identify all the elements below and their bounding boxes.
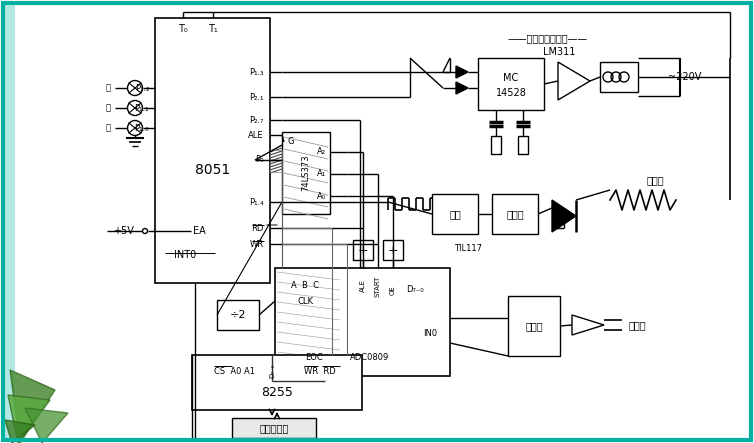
Text: WR  RD: WR RD — [304, 366, 336, 376]
Text: OE: OE — [390, 285, 396, 295]
Text: +: + — [357, 244, 368, 256]
Polygon shape — [10, 370, 55, 443]
Text: ALE: ALE — [360, 280, 366, 292]
Polygon shape — [456, 66, 468, 78]
Bar — [432, 194, 478, 234]
Text: EA: EA — [193, 226, 206, 236]
Text: +5V: +5V — [112, 226, 133, 236]
Text: P₁.₀: P₁.₀ — [134, 124, 149, 132]
Text: 8255: 8255 — [261, 386, 293, 400]
Text: WR: WR — [250, 240, 264, 249]
Text: P₁.₂: P₁.₂ — [135, 83, 149, 93]
Text: IN0: IN0 — [423, 329, 437, 338]
Text: T₀: T₀ — [178, 24, 188, 34]
Text: 74LS373: 74LS373 — [302, 155, 311, 191]
Bar — [518, 136, 528, 154]
Text: START: START — [375, 275, 381, 297]
Text: A  B  C: A B C — [291, 281, 319, 291]
Text: 红: 红 — [106, 124, 111, 132]
Text: MC: MC — [504, 73, 519, 83]
Text: ALE: ALE — [248, 131, 264, 140]
Bar — [270, 150, 282, 172]
Text: INT0: INT0 — [174, 250, 196, 260]
Bar — [353, 240, 373, 260]
Text: 热电偶: 热电偶 — [628, 320, 646, 330]
Bar — [282, 132, 330, 214]
Text: 变送器: 变送器 — [526, 321, 543, 331]
Polygon shape — [8, 395, 50, 443]
Text: P₁.₃: P₁.₃ — [250, 67, 264, 77]
Text: TIL117: TIL117 — [454, 244, 482, 253]
Polygon shape — [558, 62, 590, 100]
Polygon shape — [25, 408, 68, 443]
Text: D₇₋₀: D₇₋₀ — [406, 285, 424, 295]
Bar — [478, 58, 544, 110]
Text: P₂.₇: P₂.₇ — [250, 116, 264, 124]
Bar — [491, 136, 501, 154]
Bar — [492, 194, 538, 234]
Text: 8051: 8051 — [195, 163, 230, 178]
Text: D₇₋₀: D₇₋₀ — [269, 364, 275, 378]
Text: 光耦: 光耦 — [449, 209, 461, 219]
Text: LM311: LM311 — [543, 47, 575, 57]
Text: 绿: 绿 — [106, 83, 111, 93]
Text: 驱动器: 驱动器 — [506, 209, 524, 219]
Bar — [275, 268, 450, 376]
Bar — [3, 3, 15, 440]
Text: ADC0809: ADC0809 — [350, 354, 389, 362]
Text: +: + — [388, 244, 398, 256]
Text: 加热丝: 加热丝 — [646, 175, 664, 185]
Text: G: G — [288, 137, 295, 147]
Text: 14528: 14528 — [495, 88, 526, 98]
Text: P₁.₄: P₁.₄ — [250, 198, 264, 206]
Polygon shape — [552, 200, 576, 232]
Text: RD: RD — [252, 224, 264, 233]
Text: CS  A0 A1: CS A0 A1 — [214, 366, 255, 376]
Bar — [192, 355, 362, 410]
Bar — [217, 300, 259, 330]
Text: ÷2: ÷2 — [230, 310, 247, 320]
Text: T₁: T₁ — [208, 24, 218, 34]
Text: CLK: CLK — [297, 296, 313, 306]
Bar — [508, 296, 560, 356]
Text: EOC: EOC — [305, 354, 323, 362]
Polygon shape — [572, 315, 604, 335]
Bar — [232, 418, 316, 438]
Text: 红: 红 — [106, 104, 111, 113]
Text: 键盘与显示: 键盘与显示 — [259, 423, 289, 433]
Bar — [600, 62, 638, 92]
Text: ~220V: ~220V — [668, 72, 702, 82]
Text: P₂.₁: P₂.₁ — [250, 93, 264, 101]
Polygon shape — [456, 82, 468, 94]
Text: P₁.₁: P₁.₁ — [134, 104, 149, 113]
Text: A₀: A₀ — [317, 191, 326, 201]
Polygon shape — [5, 420, 35, 443]
Text: P₀: P₀ — [256, 155, 264, 164]
Text: ——过零信号发生器——: ——过零信号发生器—— — [508, 33, 588, 43]
Text: A₂: A₂ — [317, 148, 326, 156]
Bar — [383, 240, 403, 260]
Text: A₁: A₁ — [317, 170, 326, 179]
Bar — [155, 18, 270, 283]
